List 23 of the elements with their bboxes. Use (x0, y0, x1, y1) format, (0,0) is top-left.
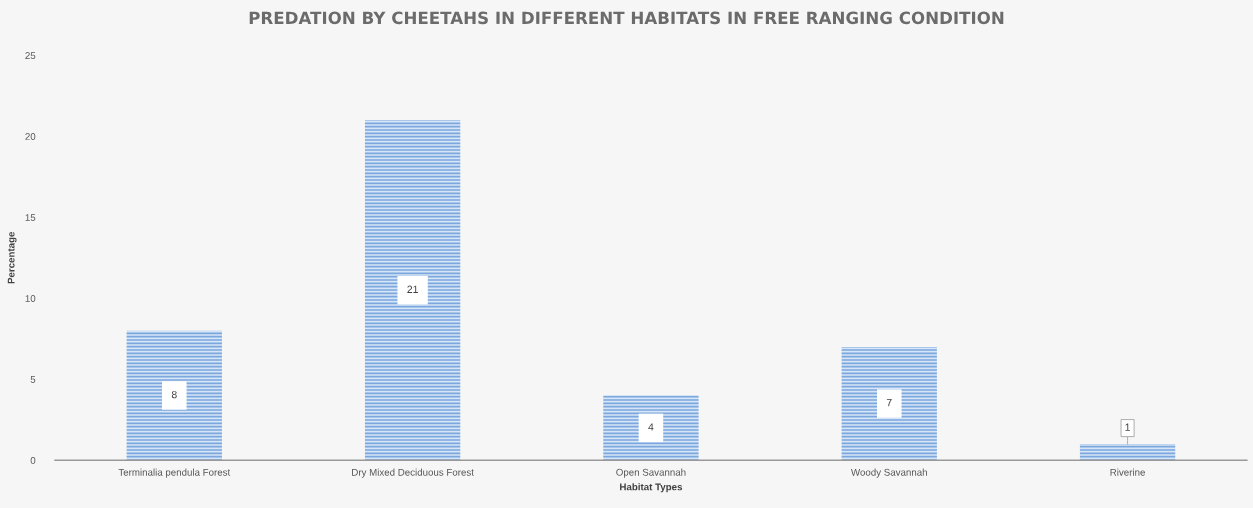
bar (841, 346, 937, 461)
data-label: 21 (407, 285, 418, 293)
bar (1079, 444, 1176, 461)
bar (364, 120, 461, 461)
chart-title: PREDATION BY CHEETAHS IN DIFFERENT HABITATS IN FREE RANGING CONDITION (249, 11, 1004, 25)
y-tick-label: 10 (25, 295, 36, 302)
x-tick-label: Riverine (1110, 468, 1145, 476)
y-tick-label: 20 (25, 133, 36, 140)
x-tick-label: Open Savannah (616, 468, 686, 478)
data-label: 1 (1125, 423, 1130, 431)
data-label: 7 (886, 399, 892, 407)
bar (126, 330, 222, 461)
data-label: 4 (648, 423, 654, 431)
x-tick-label: Dry Mixed Deciduous Forest (352, 468, 474, 478)
y-tick-label: 25 (25, 52, 36, 59)
data-label: 8 (171, 390, 177, 399)
x-tick-label: Woody Savannah (851, 468, 927, 478)
y-tick-label: 15 (25, 214, 36, 221)
x-tick-label: Terminalia pendula Forest (118, 468, 231, 478)
y-axis-title: Percentage (7, 231, 17, 284)
y-tick-label: 0 (30, 456, 36, 464)
x-axis-title: Habitat Types (620, 483, 683, 493)
y-tick-label: 5 (30, 376, 36, 383)
